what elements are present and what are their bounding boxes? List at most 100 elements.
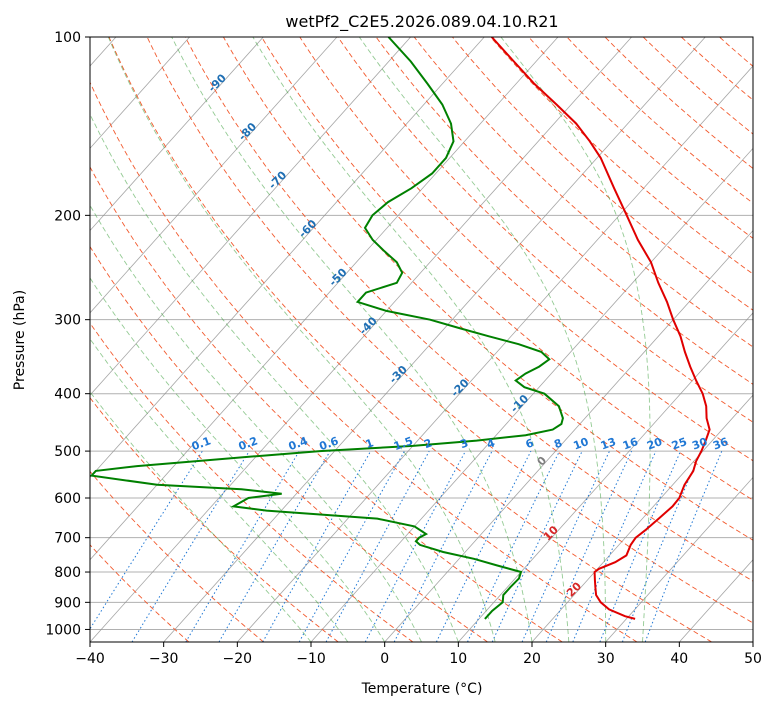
isotherm-line	[90, 37, 264, 232]
y-tick-label: 700	[54, 531, 81, 547]
x-tick-label: 30	[597, 651, 615, 667]
mixing-ratio-line	[491, 450, 583, 642]
y-tick-label: 1000	[45, 622, 81, 638]
moist-adiabat	[90, 277, 386, 642]
temperature-line	[490, 37, 711, 620]
mixing-ratio-line	[572, 450, 657, 642]
isotherm-line	[458, 312, 753, 642]
mixing-ratio-label: 0.2	[237, 434, 260, 453]
mixing-ratio-line	[131, 450, 250, 642]
y-tick-label: 300	[54, 313, 81, 329]
isotherm-line	[90, 37, 338, 314]
moist-adiabat	[107, 37, 496, 642]
moist-adiabat	[90, 391, 312, 642]
mixing-ratio-line	[467, 450, 560, 642]
dry-adiabat	[90, 81, 638, 642]
dewpoint-line	[90, 37, 564, 620]
isotherm-line	[752, 641, 753, 642]
isotherm-line	[237, 65, 753, 642]
dry-adiabat	[146, 37, 753, 624]
x-tick-label: −10	[296, 651, 326, 667]
mixing-ratio-line	[218, 450, 331, 642]
mixing-ratio-label: 16	[621, 435, 640, 453]
mixing-ratio-label: 30	[690, 435, 709, 453]
mixing-ratio-label: 2	[422, 436, 434, 451]
mixing-ratio-label: 1.5	[392, 434, 415, 453]
chart-title: wetPf2_C2E5.2026.089.04.10.R21	[285, 12, 558, 32]
dry-adiabat	[528, 37, 753, 239]
x-tick-label: −40	[75, 651, 105, 667]
mixing-ratio-line	[545, 450, 633, 642]
plot-area	[90, 37, 753, 642]
y-tick-label: 100	[54, 30, 81, 46]
mixing-ratio-label: 13	[599, 435, 618, 452]
mixing-ratio-line	[262, 450, 372, 642]
moist-adiabat	[358, 37, 607, 642]
mixing-ratio-label: 20	[645, 435, 664, 453]
isotherm-line	[163, 37, 706, 642]
x-axis-label: Temperature (°C)	[361, 681, 483, 697]
isotherm-line	[90, 37, 190, 149]
y-tick-label: 600	[54, 491, 81, 507]
mixing-ratio-label: 3	[458, 436, 470, 451]
mixing-ratio-line	[521, 450, 610, 642]
dry-adiabat	[261, 37, 753, 501]
x-tick-label: 20	[523, 651, 541, 667]
moist-adiabat	[500, 37, 651, 642]
dry-adiabat	[90, 245, 488, 642]
x-tick-label: 50	[744, 651, 762, 667]
moist-adiabat	[252, 37, 570, 642]
y-tick-label: 900	[54, 595, 81, 611]
y-tick-label: 800	[54, 565, 81, 581]
y-axis-label: Pressure (hPa)	[12, 290, 28, 390]
mixing-ratio-line	[298, 450, 405, 642]
mixing-ratio-line	[185, 450, 300, 642]
mixing-ratio-line	[90, 450, 203, 630]
mixing-ratio-label: 0.4	[287, 434, 310, 453]
mixing-ratio-label: 1	[364, 436, 376, 451]
dry-adiabat	[604, 37, 753, 169]
moist-adiabat	[171, 37, 533, 642]
mixing-ratio-line	[435, 450, 532, 642]
mixing-ratio-label: 36	[711, 435, 730, 453]
dry-adiabat	[337, 37, 753, 423]
mixing-ratio-label: 8	[552, 436, 564, 451]
mixing-ratio-label: 10	[572, 435, 591, 453]
x-tick-label: −20	[223, 651, 253, 667]
mixing-ratio-line	[599, 450, 681, 642]
mixing-ratio-label: 0.6	[318, 434, 341, 453]
y-tick-label: 500	[54, 444, 81, 460]
dry-adiabat	[299, 37, 753, 462]
moist-adiabat	[90, 113, 459, 642]
y-tick-label: 200	[54, 208, 81, 224]
dry-adiabat	[108, 37, 712, 642]
axis-ticks: −40 −30 −20 −10 0 10 20 30 40 5010020030040050060…	[45, 30, 762, 667]
dry-adiabat	[223, 37, 753, 541]
dry-adiabat	[90, 397, 339, 642]
dry-adiabat	[375, 37, 753, 385]
mixing-ratio-label: 4	[485, 436, 497, 451]
dry-adiabat	[452, 37, 753, 311]
isotherm-line	[90, 37, 559, 561]
x-tick-label: 10	[449, 651, 467, 667]
isotherm-line	[384, 229, 753, 642]
dry-adiabat	[90, 322, 414, 642]
isotherm-line	[90, 37, 485, 479]
dry-adiabat	[90, 166, 563, 642]
plot-frame	[89, 36, 754, 643]
plot-content	[90, 37, 753, 642]
dry-adiabat	[566, 37, 753, 204]
moist-adiabat	[90, 204, 422, 642]
isotherm-line	[605, 476, 753, 642]
y-tick-label: 400	[54, 387, 81, 403]
mixing-ratio-label: 6	[524, 436, 536, 451]
mixing-ratio-line	[325, 450, 430, 642]
dry-adiabat	[413, 37, 753, 348]
isotherm-line	[90, 37, 632, 642]
isotherm-line	[90, 37, 411, 396]
isotherm-line	[531, 394, 753, 642]
x-tick-label: 40	[670, 651, 688, 667]
mixing-ratio-label: 0.1	[190, 434, 213, 453]
x-tick-label: −30	[149, 651, 179, 667]
